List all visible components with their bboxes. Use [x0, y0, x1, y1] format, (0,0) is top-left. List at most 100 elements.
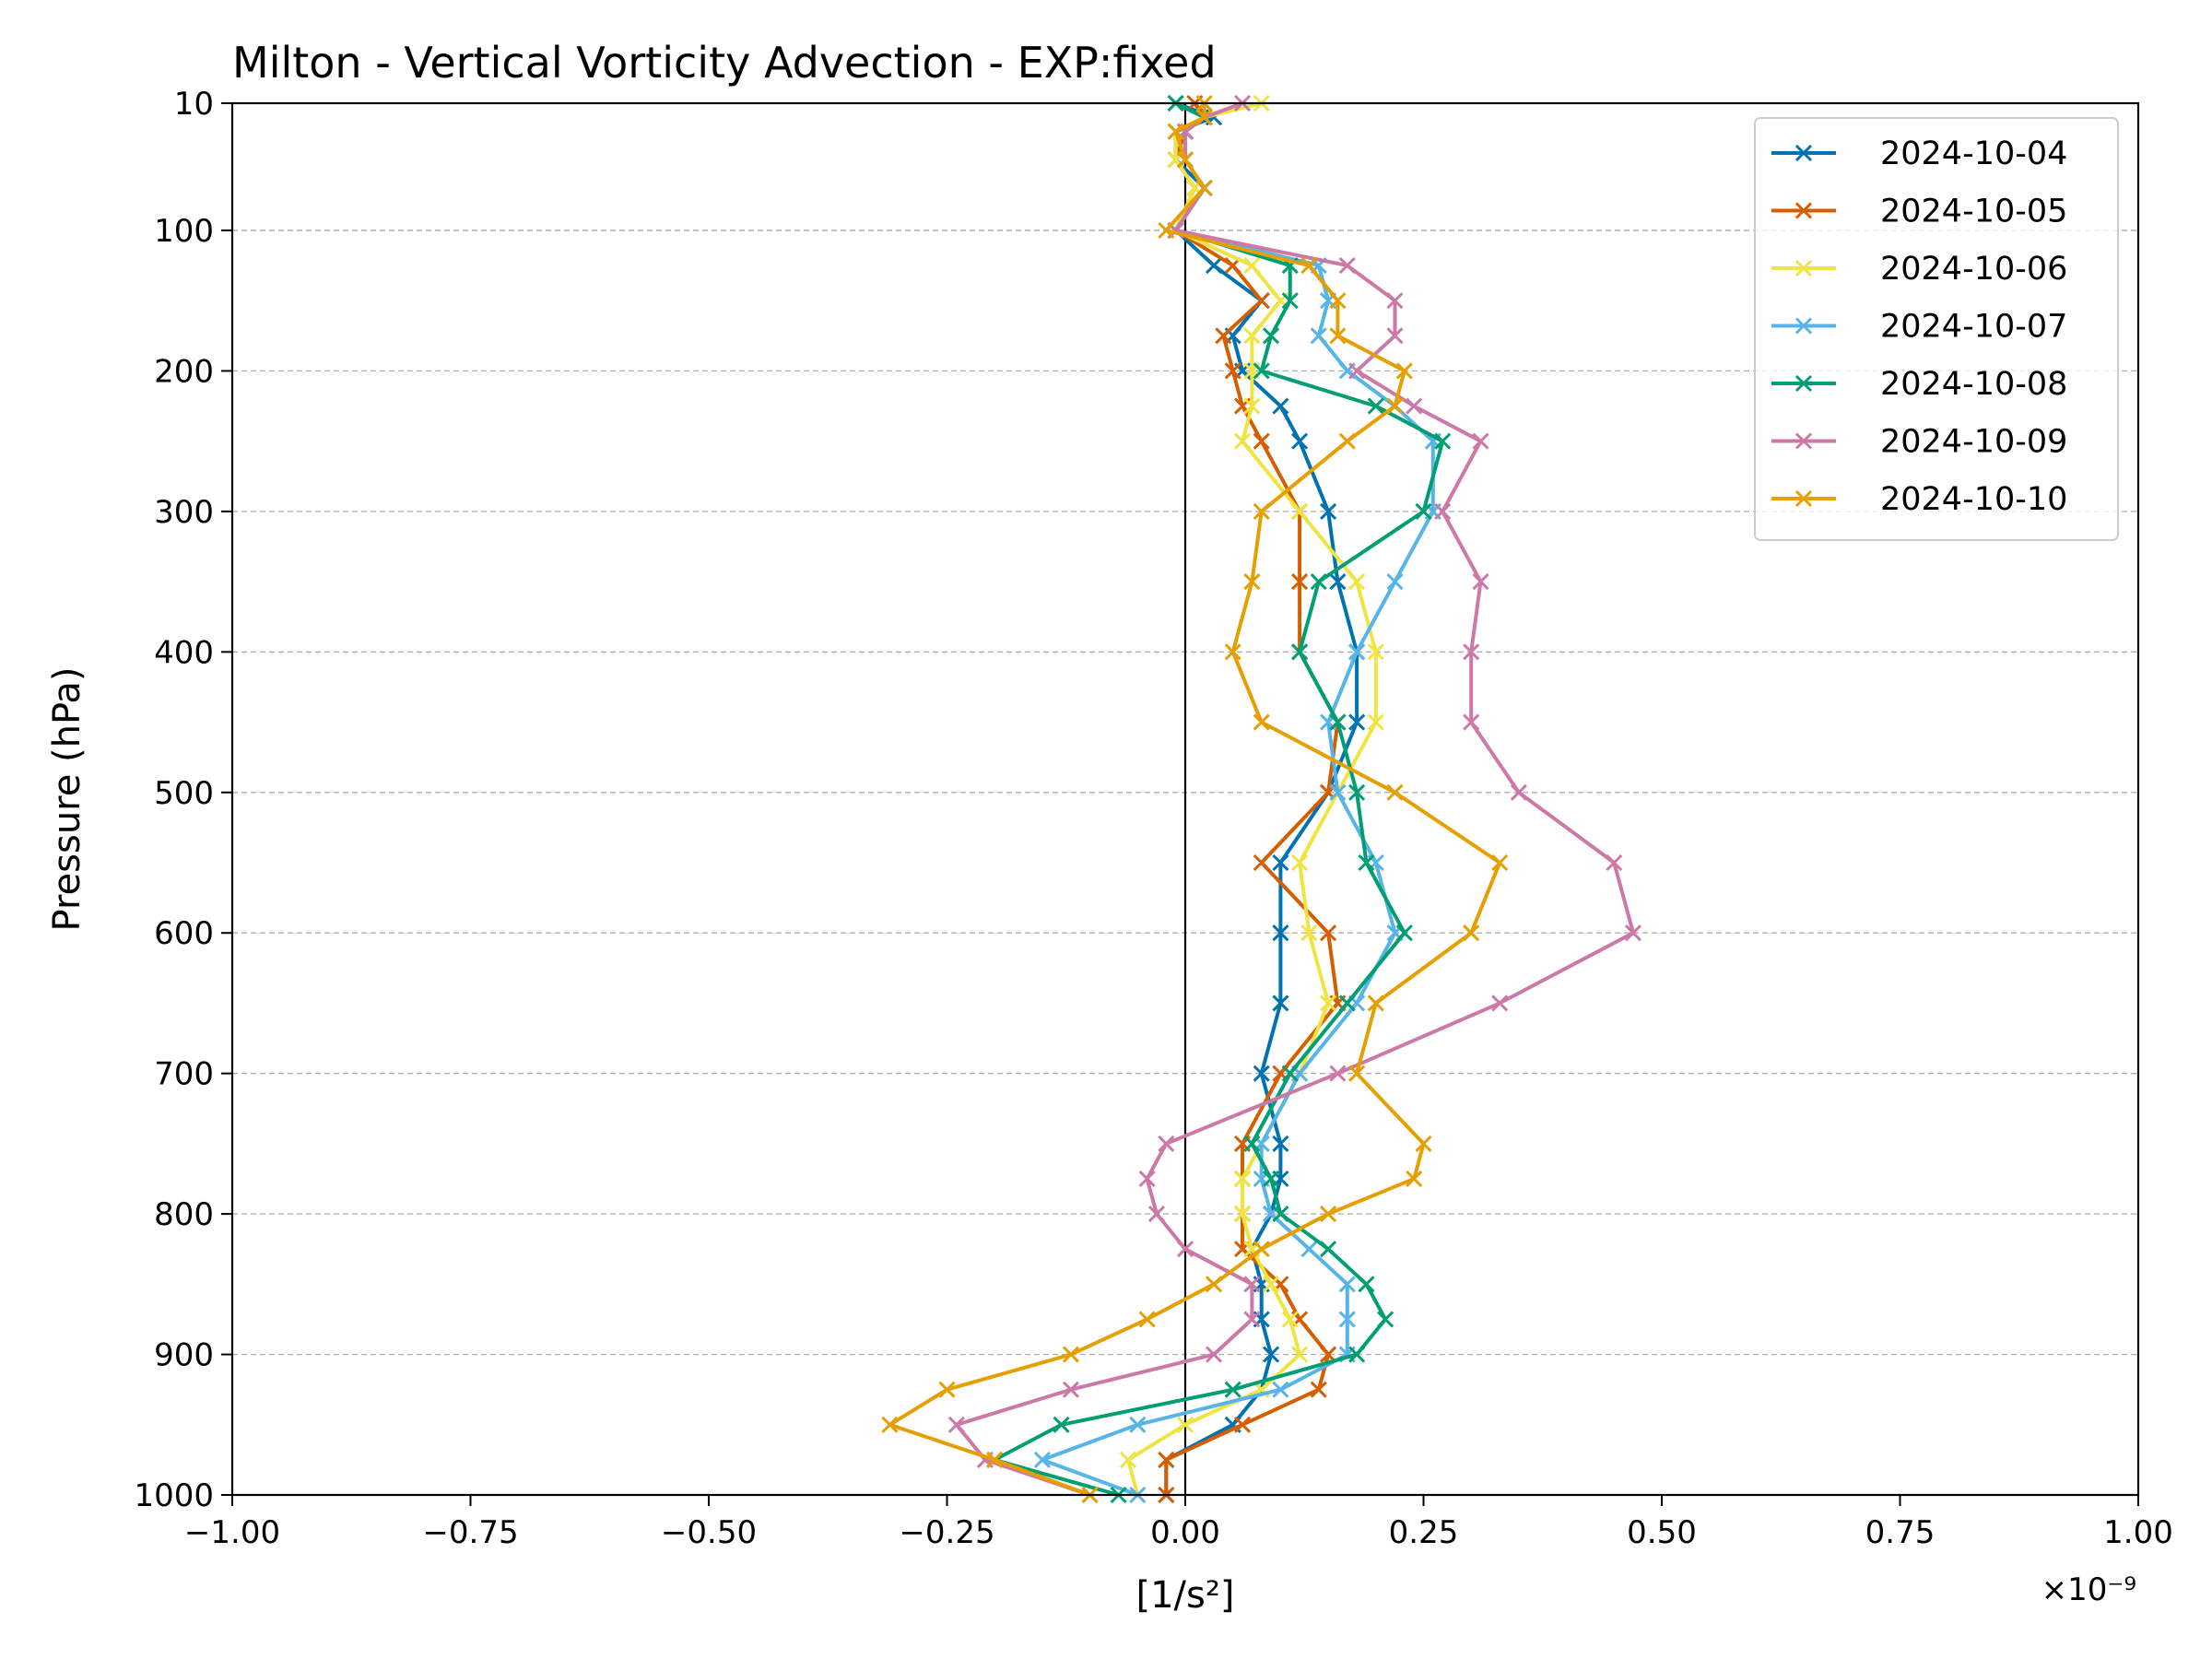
legend-item: 2024-10-08 [1771, 366, 2067, 403]
data-point [1291, 432, 1309, 450]
data-point [1253, 432, 1270, 450]
data-point [1253, 1065, 1270, 1082]
data-point [1291, 643, 1309, 661]
data-point [1243, 257, 1261, 275]
data-point [1367, 397, 1384, 415]
data-point [1386, 327, 1404, 345]
data-point [1320, 1241, 1337, 1258]
data-point [1233, 1206, 1252, 1223]
data-point [1310, 573, 1327, 591]
data-point [1233, 1416, 1252, 1433]
data-point [1358, 853, 1375, 872]
data-point [1329, 327, 1347, 345]
data-point [1158, 221, 1175, 240]
y-tick-label: 800 [154, 1196, 214, 1233]
data-point [1348, 713, 1366, 731]
legend-marker [1794, 202, 1813, 219]
data-point [1463, 713, 1480, 731]
data-point [1291, 573, 1309, 591]
data-point [1176, 151, 1194, 169]
data-point [1233, 1170, 1252, 1188]
data-point [1348, 783, 1366, 801]
y-axis-label: Pressure (hPa) [46, 667, 88, 932]
legend-item: 2024-10-06 [1771, 251, 2067, 288]
data-point [1062, 1381, 1079, 1398]
data-point [1434, 432, 1452, 450]
data-point [1329, 713, 1347, 731]
data-point [1434, 502, 1452, 520]
data-point [1272, 1206, 1289, 1223]
data-point [1329, 292, 1347, 310]
data-point [1510, 783, 1527, 801]
x-tick-label: −0.25 [899, 1514, 994, 1551]
data-point [1406, 1170, 1423, 1188]
data-point [1176, 1416, 1194, 1433]
data-point [1606, 853, 1623, 872]
data-point [1176, 1241, 1194, 1258]
x-axis-label: [1/s²] [1135, 1574, 1234, 1617]
data-point [1338, 432, 1356, 450]
data-point [1310, 327, 1327, 345]
y-tick-label: 200 [154, 353, 214, 390]
data-point [1272, 853, 1289, 872]
legend-marker [1794, 317, 1813, 335]
legend-label: 2024-10-05 [1880, 194, 2067, 230]
data-point [1243, 397, 1261, 415]
data-point [1281, 292, 1299, 310]
legend-box [1754, 117, 2119, 541]
data-point [1377, 1311, 1394, 1328]
y-tick-label: 400 [154, 634, 214, 671]
data-point [1253, 853, 1270, 872]
legend-label: 2024-10-06 [1880, 251, 2067, 288]
data-point [1472, 432, 1489, 450]
series-line [888, 103, 1502, 1497]
x-tick-label: 0.50 [1627, 1514, 1697, 1551]
data-point [1415, 502, 1432, 520]
data-point [1348, 1065, 1366, 1082]
legend-item: 2024-10-05 [1771, 194, 2067, 230]
data-point [986, 1451, 1004, 1468]
data-point [1158, 1135, 1175, 1152]
legend-label: 2024-10-08 [1880, 366, 2067, 403]
data-point [1329, 783, 1347, 801]
x-tick-label: 0.00 [1150, 1514, 1220, 1551]
data-point [1272, 924, 1289, 942]
data-point [1415, 1135, 1432, 1152]
data-point [1386, 397, 1404, 415]
data-point [1062, 1346, 1079, 1363]
data-point [938, 1381, 956, 1398]
data-point [1262, 1346, 1280, 1363]
data-point [1386, 292, 1404, 310]
legend-label: 2024-10-04 [1880, 135, 2067, 172]
x-tick-label: −1.00 [184, 1514, 280, 1551]
legend-label: 2024-10-10 [1880, 481, 2067, 518]
legend-marker [1794, 374, 1813, 393]
x-axis: −1.00 −0.75 −0.50 −0.25 0.00 0.25 0.50 0.75 1.00 [184, 1495, 2173, 1551]
legend-label: 2024-10-07 [1880, 309, 2067, 346]
data-point [1233, 432, 1252, 450]
series-layer [881, 94, 1642, 1504]
data-point [1367, 643, 1384, 661]
data-point [1053, 1416, 1070, 1433]
data-point [1463, 924, 1480, 942]
data-point [1243, 1311, 1261, 1328]
x-tick-label: −0.50 [661, 1514, 757, 1551]
legend-marker [1794, 489, 1813, 508]
data-point [1386, 783, 1404, 801]
y-tick-label: 300 [154, 494, 214, 531]
data-point [1272, 1135, 1289, 1152]
x-tick-label: 1.00 [2103, 1514, 2173, 1551]
data-point [1338, 1311, 1356, 1328]
data-point [1624, 924, 1642, 942]
data-point [1253, 713, 1270, 731]
data-point [1253, 1241, 1270, 1258]
y-tick-label: 700 [154, 1056, 214, 1093]
legend-marker [1794, 259, 1813, 277]
series-2024-10-10 [881, 94, 1509, 1504]
data-point [1291, 853, 1309, 872]
data-point [1205, 257, 1223, 275]
data-point [1348, 643, 1366, 661]
data-point [1253, 292, 1270, 310]
data-point [1348, 1346, 1366, 1363]
data-point [1129, 1416, 1147, 1433]
